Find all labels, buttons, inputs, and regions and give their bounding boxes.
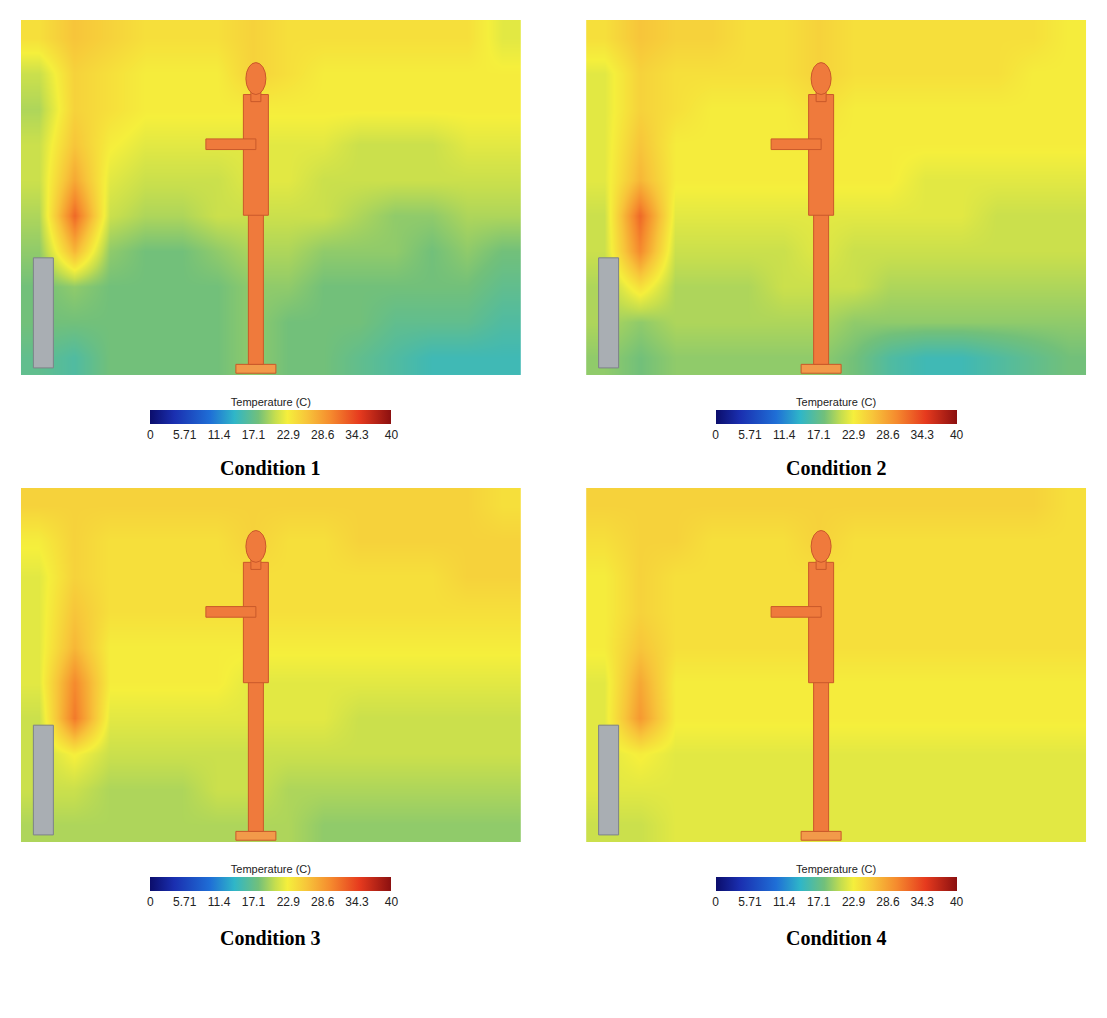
svg-text:5.71: 5.71 [173, 428, 197, 442]
svg-text:Condition 1: Condition 1 [220, 457, 321, 479]
svg-text:40: 40 [950, 428, 964, 442]
svg-text:17.1: 17.1 [807, 895, 831, 909]
svg-text:34.3: 34.3 [911, 895, 935, 909]
svg-text:5.71: 5.71 [738, 428, 762, 442]
svg-text:Temperature (C): Temperature (C) [796, 863, 876, 875]
svg-text:Condition 4: Condition 4 [786, 927, 887, 949]
svg-text:11.4: 11.4 [773, 428, 796, 442]
svg-text:40: 40 [385, 895, 399, 909]
svg-text:17.1: 17.1 [242, 895, 266, 909]
svg-text:34.3: 34.3 [345, 895, 369, 909]
svg-text:11.4: 11.4 [208, 895, 231, 909]
svg-text:17.1: 17.1 [242, 428, 266, 442]
svg-text:11.4: 11.4 [208, 428, 231, 442]
svg-text:Temperature (C): Temperature (C) [796, 396, 876, 408]
svg-text:5.71: 5.71 [173, 895, 197, 909]
svg-text:0: 0 [712, 428, 719, 442]
svg-text:34.3: 34.3 [345, 428, 369, 442]
svg-text:22.9: 22.9 [842, 895, 866, 909]
svg-text:Temperature (C): Temperature (C) [231, 863, 311, 875]
svg-text:0: 0 [712, 895, 719, 909]
svg-text:28.6: 28.6 [311, 895, 335, 909]
svg-text:Temperature (C): Temperature (C) [231, 396, 311, 408]
svg-text:Condition 2: Condition 2 [786, 457, 887, 479]
svg-text:5.71: 5.71 [738, 895, 762, 909]
svg-text:22.9: 22.9 [277, 428, 301, 442]
svg-text:34.3: 34.3 [911, 428, 935, 442]
svg-text:0: 0 [147, 895, 154, 909]
svg-text:22.9: 22.9 [277, 895, 301, 909]
svg-text:22.9: 22.9 [842, 428, 866, 442]
svg-text:40: 40 [385, 428, 399, 442]
svg-text:40: 40 [950, 895, 964, 909]
svg-text:17.1: 17.1 [807, 428, 831, 442]
svg-text:28.6: 28.6 [876, 428, 900, 442]
svg-text:28.6: 28.6 [876, 895, 900, 909]
svg-text:Condition 3: Condition 3 [220, 927, 321, 949]
svg-text:0: 0 [147, 428, 154, 442]
svg-text:28.6: 28.6 [311, 428, 335, 442]
svg-text:11.4: 11.4 [773, 895, 796, 909]
